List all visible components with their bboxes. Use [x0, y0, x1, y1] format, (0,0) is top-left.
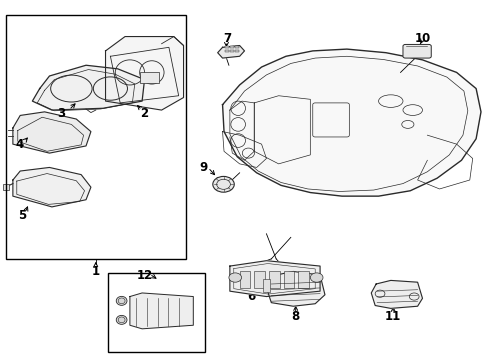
- Bar: [298, 271, 308, 288]
- Circle shape: [310, 273, 323, 282]
- Ellipse shape: [116, 315, 127, 324]
- Circle shape: [228, 273, 241, 282]
- Polygon shape: [229, 261, 320, 297]
- Bar: [230, 50, 233, 52]
- Text: 1: 1: [92, 265, 100, 278]
- Bar: [254, 271, 264, 288]
- Polygon shape: [105, 37, 183, 110]
- Text: 2: 2: [140, 107, 148, 120]
- Text: 7: 7: [223, 32, 231, 45]
- Text: 4: 4: [15, 138, 23, 150]
- Bar: [140, 72, 159, 83]
- Bar: [235, 46, 238, 48]
- Bar: [268, 271, 279, 288]
- Bar: [108, 273, 205, 352]
- Text: 12: 12: [136, 269, 152, 282]
- Text: 5: 5: [19, 210, 27, 222]
- Bar: [230, 46, 233, 48]
- Circle shape: [212, 176, 234, 192]
- Text: 6: 6: [247, 290, 255, 303]
- Polygon shape: [13, 167, 91, 207]
- Text: 8: 8: [291, 310, 299, 323]
- Text: 11: 11: [385, 310, 401, 323]
- Polygon shape: [217, 45, 244, 58]
- Polygon shape: [266, 271, 325, 306]
- Text: 9: 9: [199, 161, 207, 174]
- Bar: [5, 15, 185, 259]
- FancyBboxPatch shape: [402, 44, 430, 58]
- Ellipse shape: [116, 296, 127, 305]
- Text: 10: 10: [413, 32, 430, 45]
- Bar: [225, 50, 228, 52]
- Bar: [225, 46, 228, 48]
- Bar: [283, 271, 294, 288]
- Polygon shape: [32, 65, 144, 110]
- Polygon shape: [370, 280, 422, 309]
- Bar: [239, 271, 250, 288]
- Polygon shape: [130, 293, 193, 329]
- Bar: [3, 184, 9, 190]
- Polygon shape: [222, 49, 480, 196]
- Bar: [235, 50, 238, 52]
- Bar: [263, 279, 270, 292]
- Polygon shape: [13, 112, 91, 153]
- Text: 3: 3: [58, 107, 65, 120]
